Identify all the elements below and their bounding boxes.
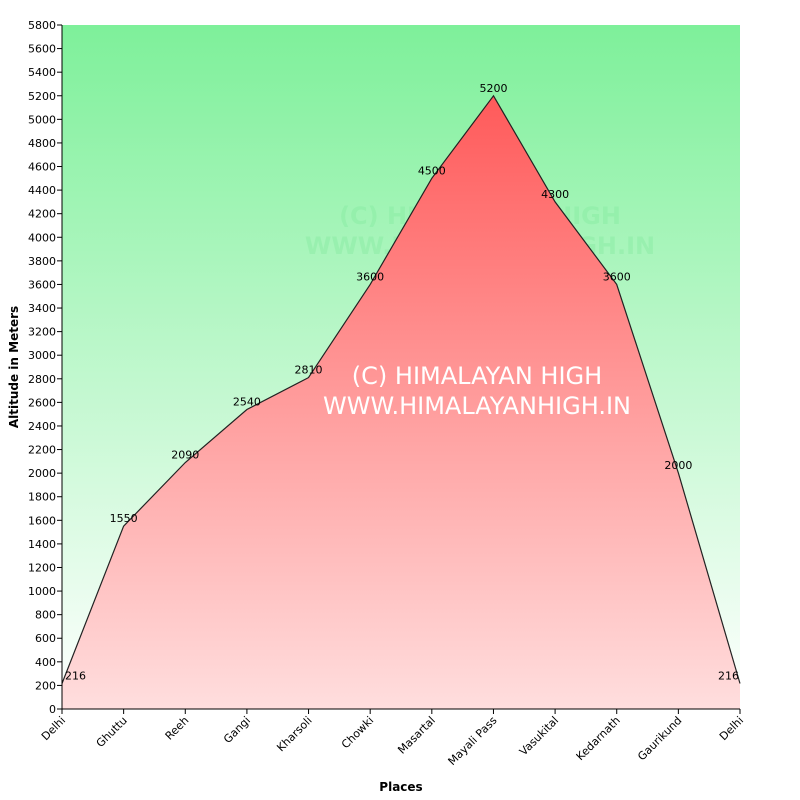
y-axis-title: Altitude in Meters (7, 306, 21, 428)
y-tick-label: 600 (35, 632, 56, 645)
y-tick-label: 5200 (28, 90, 56, 103)
x-tick-label: Delhi (717, 714, 746, 743)
y-tick-label: 1400 (28, 538, 56, 551)
y-tick-label: 4800 (28, 137, 56, 150)
y-tick-label: 4600 (28, 161, 56, 174)
x-axis-title: Places (379, 780, 422, 794)
y-tick-label: 0 (49, 703, 56, 716)
altitude-line (61, 94, 741, 684)
x-tick-label: Ghuttu (94, 714, 130, 750)
x-tick-label: Mayali Pass (446, 714, 500, 768)
y-tick-label: 5800 (28, 19, 56, 32)
data-label: 2090 (171, 449, 199, 462)
y-tick-label: 5600 (28, 43, 56, 56)
x-tick-label: Reeh (163, 714, 192, 743)
y-tick-label: 2800 (28, 373, 56, 386)
y-tick-label: 3800 (28, 255, 56, 268)
y-tick-label: 200 (35, 679, 56, 692)
y-tick-label: 4000 (28, 231, 56, 244)
data-label: 2000 (664, 459, 692, 472)
data-label: 3600 (356, 270, 384, 283)
x-tick-label: Gangi (221, 714, 253, 746)
y-tick-label: 5400 (28, 66, 56, 79)
y-tick-label: 1800 (28, 491, 56, 504)
watermark-line2: WWW.HIMALAYANHIGH.IN (323, 392, 631, 420)
y-tick-label: 5000 (28, 113, 56, 126)
y-tick-label: 3400 (28, 302, 56, 315)
y-tick-label: 1000 (28, 585, 56, 598)
data-label: 2810 (295, 364, 323, 377)
y-tick-label: 400 (35, 656, 56, 669)
y-tick-label: 2000 (28, 467, 56, 480)
altitude-area (62, 95, 740, 710)
y-tick-label: 2200 (28, 444, 56, 457)
y-tick-label: 1600 (28, 514, 56, 527)
y-tick-label: 3600 (28, 278, 56, 291)
x-tick-label: Masartal (395, 714, 438, 757)
y-tick-label: 2400 (28, 420, 56, 433)
watermark-line1: (C) HIMALAYAN HIGH (352, 362, 602, 390)
data-label: 216 (65, 670, 86, 683)
y-tick-label: 1200 (28, 561, 56, 574)
y-tick-label: 800 (35, 609, 56, 622)
y-tick-label: 4400 (28, 184, 56, 197)
y-tick-label: 4200 (28, 208, 56, 221)
data-label: 5200 (479, 82, 507, 95)
x-ticks: Delhi Ghuttu Reeh Gangi Kharsoli Chowki Masart… (39, 709, 746, 768)
y-tick-label: 2600 (28, 396, 56, 409)
x-tick-label: Delhi (39, 714, 68, 743)
y-tick-label: 3000 (28, 349, 56, 362)
x-tick-label: Kharsoli (274, 714, 314, 754)
data-label: 4500 (418, 164, 446, 177)
data-label: 3600 (603, 270, 631, 283)
y-tick-label: 3200 (28, 326, 56, 339)
data-label: 216 (718, 670, 739, 683)
data-label: 4300 (541, 188, 569, 201)
data-labels: 216 1550 2090 2540 2810 3600 4500 5200 4300 3600 2… (65, 82, 739, 683)
data-label: 1550 (110, 512, 138, 525)
axes (61, 25, 740, 710)
x-tick-label: Kedarnath (574, 714, 623, 763)
data-label: 2540 (233, 395, 261, 408)
x-tick-label: Vasukital (517, 714, 561, 758)
x-tick-label: Chowki (339, 714, 376, 751)
y-ticks: 0 200 400 600 800 1000 1200 1400 1600 1800 2000 220… (28, 19, 62, 716)
x-tick-label: Gaurikund (635, 714, 684, 763)
